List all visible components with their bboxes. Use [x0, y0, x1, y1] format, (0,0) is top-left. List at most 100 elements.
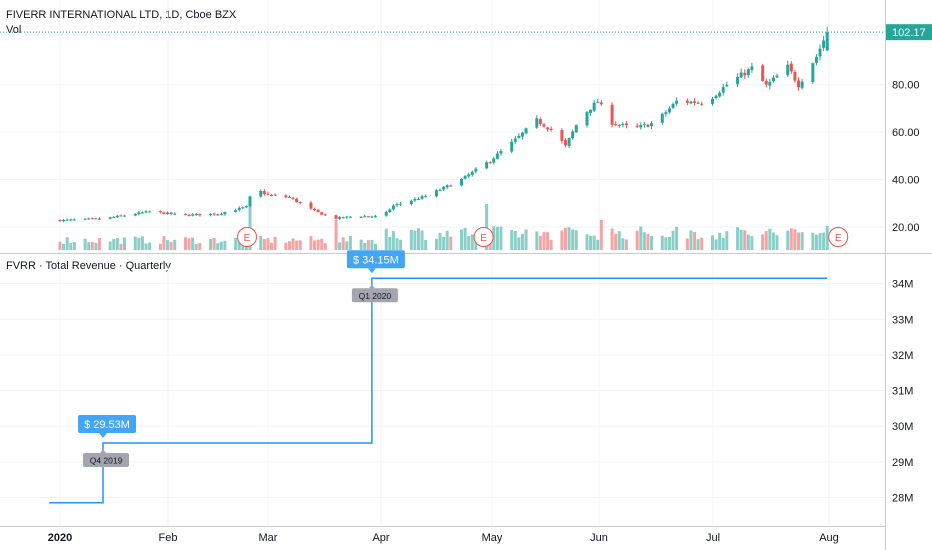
candle-body: [700, 103, 704, 105]
candle-body: [571, 131, 575, 139]
candle-body: [313, 208, 317, 210]
volume-bar: [212, 238, 216, 250]
candle: [517, 133, 521, 139]
candle: [596, 98, 600, 103]
candle-body: [693, 101, 697, 103]
volume-bar: [675, 226, 679, 250]
volume-bar: [589, 235, 593, 250]
candle: [309, 201, 313, 210]
candle: [420, 194, 424, 201]
candle-body: [191, 214, 195, 216]
volume-bar: [467, 236, 471, 250]
candle: [341, 216, 345, 219]
volume-bar: [599, 220, 603, 250]
revenue-period-label: Q4 2019: [90, 455, 123, 465]
volume-bar: [187, 238, 191, 250]
volume-bar: [485, 204, 489, 250]
volume-bar: [62, 243, 66, 250]
volume-bar: [739, 229, 743, 250]
volume-bar: [58, 241, 62, 250]
candle: [675, 97, 679, 106]
candle-body: [194, 213, 198, 215]
earnings-marker: [237, 227, 258, 247]
volume-bar: [65, 237, 69, 250]
candle: [689, 100, 693, 105]
candle-body: [169, 212, 173, 215]
candle: [492, 156, 496, 165]
revenue-period-badge: [351, 288, 398, 303]
volume-bar: [714, 239, 718, 250]
candle-body: [624, 123, 628, 126]
candle-body: [173, 213, 177, 215]
volume-bar: [388, 237, 392, 250]
candle: [488, 161, 492, 164]
volume-bar: [520, 233, 524, 250]
volume-bar: [513, 230, 517, 250]
volume-bar: [87, 242, 91, 250]
volume-bar: [399, 239, 403, 250]
volume-bar: [158, 243, 162, 250]
candle-body: [596, 101, 600, 103]
volume-bar: [689, 230, 693, 250]
candle-body: [442, 186, 446, 190]
candle: [650, 121, 654, 129]
volume-bar: [768, 228, 772, 250]
volume-bar: [517, 237, 521, 250]
candle: [298, 201, 302, 205]
candle: [123, 214, 127, 217]
volume-bar: [818, 233, 822, 250]
candle: [664, 110, 668, 117]
volume-bar: [248, 204, 252, 250]
volume-bar: [94, 242, 98, 250]
candle-body: [334, 215, 338, 219]
revenue-value-label: $ 29.53M: [84, 419, 130, 431]
candle-body: [72, 219, 76, 221]
candle: [262, 189, 266, 196]
candle: [646, 123, 650, 128]
candle-body: [617, 124, 621, 126]
candle: [58, 219, 62, 222]
candle: [219, 212, 223, 216]
candle-body: [420, 196, 424, 199]
volume-bar: [546, 232, 550, 250]
candle-body: [736, 76, 740, 85]
candle-body: [793, 72, 797, 81]
revenue-value-badge-pointer: [367, 268, 376, 274]
candle: [739, 68, 743, 79]
candle: [133, 212, 137, 217]
volume-bar: [334, 220, 338, 250]
volume-bar: [338, 242, 342, 250]
candle: [546, 126, 550, 132]
volume-bar: [348, 236, 352, 250]
candle: [119, 214, 123, 217]
candle: [158, 210, 162, 214]
candle: [216, 213, 220, 216]
candle-body: [563, 140, 567, 146]
candle-body: [388, 209, 392, 212]
candle-body: [800, 81, 804, 88]
candle-body: [370, 216, 374, 218]
candle: [700, 101, 704, 106]
volume-bar: [363, 242, 367, 250]
candle-body: [363, 216, 367, 218]
candle-body: [675, 100, 679, 104]
candle: [592, 99, 596, 113]
candle: [693, 98, 697, 106]
candle-body: [287, 197, 291, 199]
candle-body: [714, 95, 718, 99]
candle-body: [750, 66, 754, 70]
candle-body: [768, 81, 772, 86]
candle-body: [58, 220, 62, 222]
candle-body: [212, 213, 216, 215]
candle-body: [488, 162, 492, 164]
volume-bar: [445, 230, 449, 250]
volume-bar: [259, 236, 263, 250]
candle: [660, 112, 664, 125]
volume-bar: [814, 234, 818, 250]
candle-body: [818, 48, 822, 57]
candle: [499, 148, 503, 156]
candle-body: [140, 212, 144, 214]
volume-bar: [725, 231, 729, 250]
candle: [495, 151, 499, 160]
